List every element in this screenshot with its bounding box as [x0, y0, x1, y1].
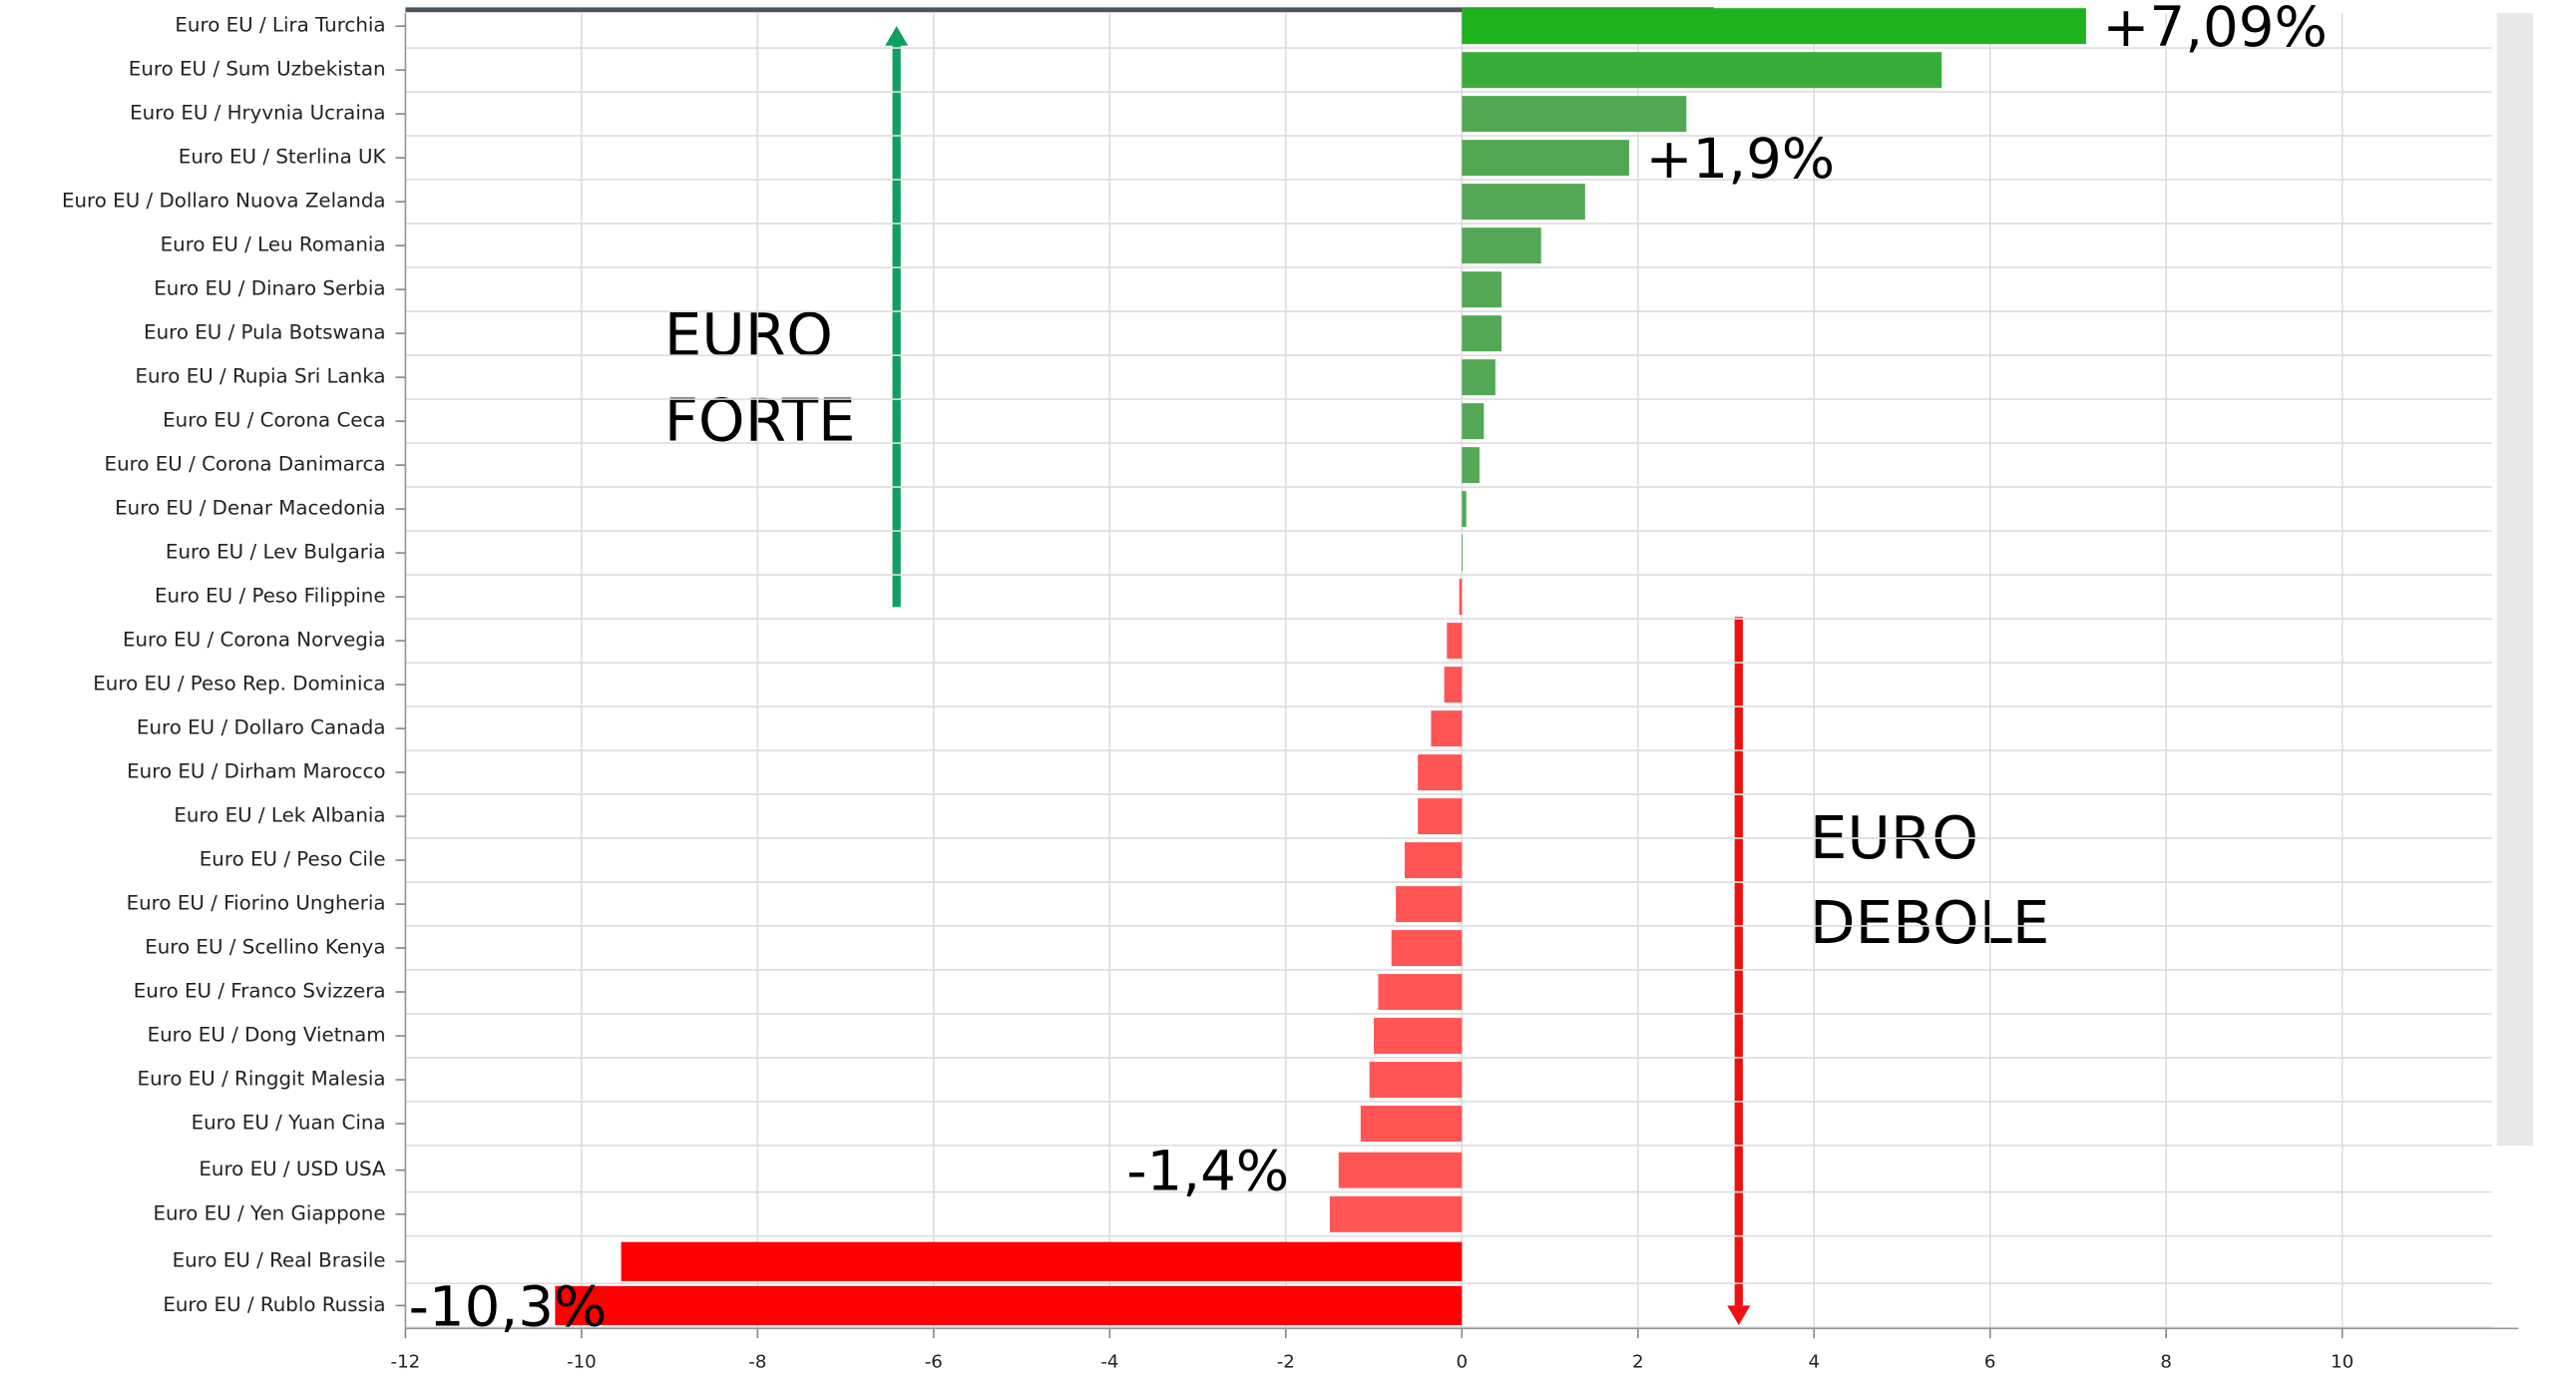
bar [1462, 315, 1502, 352]
annotation: EURO [664, 300, 833, 369]
y-tick-label: Euro EU / USD USA [199, 1158, 386, 1180]
y-tick-label: Euro EU / Lek Albania [174, 804, 385, 827]
bar [1418, 754, 1463, 791]
x-tick-label: 6 [1984, 1352, 1996, 1373]
y-tick-label: Euro EU / Franco Svizzera [134, 980, 386, 1003]
y-tick-label: Euro EU / Dinaro Serbia [154, 277, 385, 300]
y-tick-label: Euro EU / Peso Cile [200, 848, 386, 871]
annotation: FORTE [664, 386, 856, 455]
y-tick-label: Euro EU / Scellino Kenya [145, 936, 385, 959]
annotation: DEBOLE [1810, 888, 2050, 957]
bar [1462, 140, 1629, 177]
bar [1447, 623, 1463, 660]
y-tick-label: Euro EU / Denar Macedonia [115, 497, 385, 520]
y-tick-label: Euro EU / Dirham Marocco [127, 760, 385, 783]
bar [1462, 535, 1464, 572]
y-tick-label: Euro EU / Yuan Cina [192, 1112, 386, 1135]
arrow-up-head [885, 26, 909, 46]
bar [1329, 1195, 1463, 1232]
bar [1374, 1018, 1463, 1055]
bar [1462, 184, 1585, 221]
bar [1462, 228, 1541, 264]
y-tick-label: Euro EU / Rublo Russia [163, 1293, 385, 1316]
x-tick-label: -2 [1277, 1352, 1295, 1373]
x-tick-label: -6 [925, 1352, 943, 1373]
y-tick-label: Euro EU / Real Brasile [173, 1249, 386, 1272]
y-tick-label: Euro EU / Corona Ceca [163, 409, 385, 432]
scroll-panel [2496, 13, 2534, 1147]
bar [1431, 710, 1463, 747]
y-tick-label: Euro EU / Corona Danimarca [105, 453, 386, 476]
bar [1444, 667, 1463, 703]
y-tick-label: Euro EU / Dollaro Canada [137, 716, 386, 739]
bar [1378, 974, 1463, 1011]
bar [1369, 1062, 1463, 1099]
bar [621, 1241, 1463, 1281]
bar [1462, 359, 1496, 396]
y-tick-label: Euro EU / Ringgit Malesia [138, 1068, 386, 1091]
x-tick-label: 4 [1808, 1352, 1820, 1373]
bar [1462, 447, 1480, 484]
value-label: -10,3% [409, 1275, 608, 1340]
value-label: -1,4% [1126, 1140, 1289, 1204]
y-tick-label: Euro EU / Fiorino Ungheria [127, 892, 386, 915]
y-tick-label: Euro EU / Sterlina UK [179, 146, 387, 169]
bar [1396, 886, 1463, 923]
y-tick-label: Euro EU / Peso Rep. Dominica [93, 673, 385, 696]
x-tick-label: -12 [391, 1352, 421, 1373]
y-tick-label: Euro EU / Lira Turchia [175, 14, 385, 37]
y-tick-label: Euro EU / Rupia Sri Lanka [136, 365, 386, 388]
bar [1360, 1106, 1463, 1143]
y-tick-label: Euro EU / Yen Giappone [153, 1201, 385, 1224]
arrow-down-head [1727, 1305, 1751, 1326]
y-tick-label: Euro EU / Lev Bulgaria [166, 541, 386, 564]
x-tick-label: 8 [2160, 1352, 2172, 1373]
y-tick-label: Euro EU / Leu Romania [161, 233, 386, 256]
bar [1404, 842, 1463, 879]
bar [1418, 798, 1463, 835]
x-tick-label: 2 [1632, 1352, 1644, 1373]
bar [1462, 8, 2086, 45]
bar [1391, 930, 1463, 967]
x-tick-label: -10 [567, 1352, 597, 1373]
y-tick-label: Euro EU / Hryvnia Ucraina [130, 102, 385, 125]
bar [1459, 579, 1463, 616]
bar [1462, 52, 1942, 89]
bar [555, 1285, 1463, 1326]
x-tick-label: -4 [1100, 1352, 1118, 1373]
bar [1462, 96, 1687, 133]
y-tick-label: Euro EU / Pula Botswana [144, 321, 386, 344]
bar [1462, 491, 1467, 528]
y-tick-label: Euro EU / Corona Norvegia [123, 629, 386, 652]
value-label: +1,9% [1645, 127, 1835, 192]
x-tick-label: -8 [748, 1352, 766, 1373]
bar [1462, 271, 1502, 308]
x-tick-label: 10 [2331, 1352, 2354, 1373]
y-tick-label: Euro EU / Dong Vietnam [148, 1024, 386, 1047]
y-tick-label: Euro EU / Dollaro Nuova Zelanda [62, 190, 386, 213]
y-tick-label: Euro EU / Sum Uzbekistan [129, 58, 386, 81]
bar [1462, 403, 1485, 440]
x-tick-label: 0 [1456, 1352, 1468, 1373]
y-tick-label: Euro EU / Peso Filippine [155, 585, 386, 608]
bar [1338, 1152, 1463, 1188]
value-label: +7,09% [2102, 0, 2327, 60]
